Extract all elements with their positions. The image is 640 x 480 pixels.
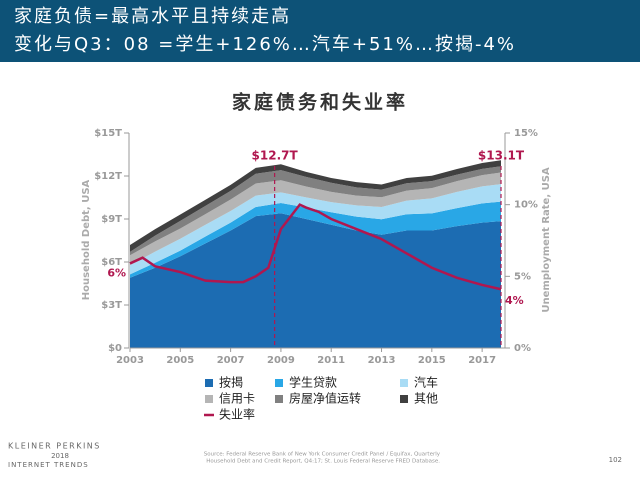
brand-report: INTERNET TRENDS: [8, 461, 89, 469]
line: [129, 203, 502, 291]
legend-swatch: [275, 379, 283, 387]
legend-label: 学生贷款: [289, 375, 337, 390]
x-tick-label: 2007: [217, 355, 245, 366]
x-tick-label: 2003: [116, 355, 144, 366]
legend-swatch: [205, 395, 213, 403]
area: [130, 172, 501, 266]
legend-swatch: [400, 395, 408, 403]
legend-swatch: [205, 379, 213, 387]
x-tick-label: 2011: [317, 355, 345, 366]
y-tick-label: $0: [108, 343, 122, 354]
x-tick-label: 2015: [418, 355, 446, 366]
y2-tick-label: 0%: [514, 343, 531, 354]
area: [130, 160, 501, 252]
x-tick-label: 2009: [267, 355, 295, 366]
annotation-label: $13.1T: [478, 149, 525, 163]
y-tick-label: $15T: [94, 128, 122, 139]
legend-swatch: [275, 395, 283, 403]
header-line: 家庭负债=最高水平且持续走高: [14, 6, 291, 27]
y-axis-label: Household Debt, USA: [81, 179, 92, 300]
chart-title: 家庭债务和失业率: [232, 91, 408, 114]
y2-tick-label: 10%: [514, 200, 538, 211]
y2-tick-label: 15%: [514, 128, 538, 139]
page-number: 102: [609, 456, 622, 464]
source: Source: Federal Reserve Bank of New York…: [204, 452, 441, 458]
y-tick-label: $12T: [94, 171, 122, 182]
y2-tick-label: 5%: [514, 271, 531, 282]
value-label: 4%: [505, 294, 524, 307]
x-tick-label: 2005: [166, 355, 194, 366]
area: [130, 184, 501, 275]
legend-label: 房屋净值运转: [289, 391, 361, 406]
legend-label: 汽车: [414, 375, 438, 390]
x-tick-label: 2013: [368, 355, 396, 366]
value-label: 6%: [107, 266, 126, 279]
y-tick-label: $6T: [101, 257, 122, 268]
area: [130, 213, 501, 348]
source: Household Debt and Credit Report, Q4:17;…: [206, 459, 440, 465]
y-tick-label: $3T: [101, 300, 122, 311]
y-tick-label: $9T: [101, 214, 122, 225]
legend-swatch: [400, 379, 408, 387]
brand: KLEINER PERKINS: [8, 442, 101, 451]
legend-label: 失业率: [219, 407, 255, 422]
brand-year: 2018: [51, 452, 69, 460]
header-band: [0, 0, 640, 62]
header-line: 变化与Q3：08 =学生+126%…汽车+51%…按揭-4%: [14, 34, 516, 55]
legend-label: 其他: [414, 392, 438, 406]
legend-label: 按揭: [219, 375, 243, 390]
annotation-label: $12.7T: [252, 149, 299, 163]
x-tick-label: 2017: [468, 355, 496, 366]
area: [130, 166, 501, 256]
legend-label: 信用卡: [219, 392, 255, 406]
area: [130, 201, 501, 278]
y2-axis-label: Unemployment Rate, USA: [541, 167, 552, 313]
